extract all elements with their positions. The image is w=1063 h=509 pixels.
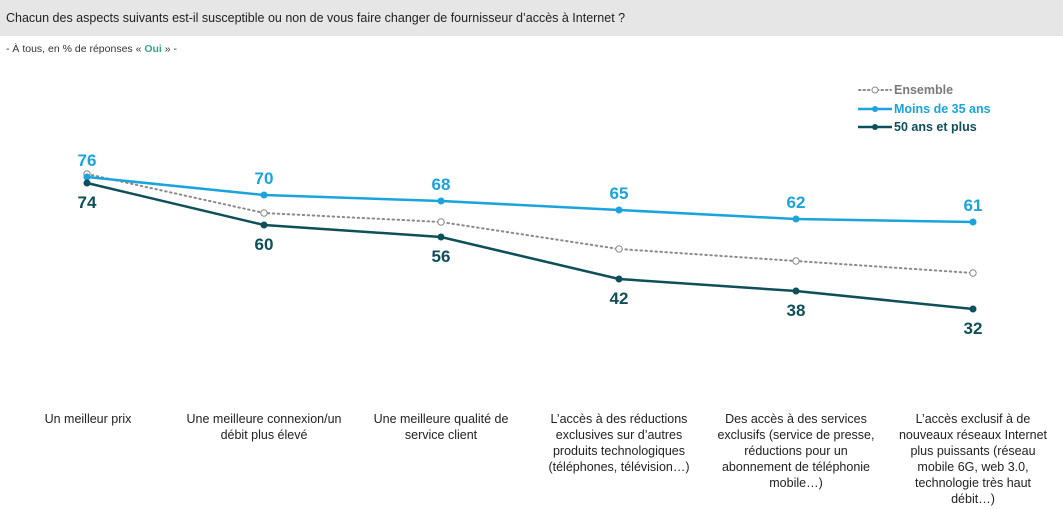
x-tick-label: Une meilleure qualité de service client — [353, 411, 529, 443]
x-tick-label-line: service client — [404, 428, 478, 442]
x-tick-label-line: (téléphones, télévision…) — [548, 460, 690, 474]
x-tick-label-line: débit plus élevé — [220, 428, 308, 442]
x-tick-label-line: abonnement de téléphonie — [721, 460, 871, 474]
data-label-plus50: 60 — [255, 235, 274, 254]
x-tick-label-line: L’accès à des réductions — [550, 412, 688, 426]
x-tick-label-line: Une meilleure connexion/un — [186, 412, 342, 426]
x-tick-label-line: nouveaux réseaux Internet — [898, 428, 1048, 442]
subtitle-highlight: Oui — [144, 43, 162, 55]
legend-swatch-ensemble — [858, 86, 892, 94]
data-point-ensemble — [260, 209, 268, 217]
subtitle-suffix: » - — [161, 43, 178, 55]
legend-item-ensemble: Ensemble — [858, 81, 991, 100]
data-label-moins35: 65 — [610, 184, 629, 203]
x-tick-label-line: mobile…) — [769, 476, 823, 490]
x-tick-label: L’accès exclusif à de nouveaux réseaux In… — [885, 411, 1061, 507]
data-label-moins35: 61 — [964, 196, 983, 215]
x-tick-label-line: plus puissants (réseau — [910, 444, 1036, 458]
data-point-plus50 — [969, 305, 977, 313]
chart-legend: Ensemble Moins de 35 ans 50 ans et plus — [858, 81, 991, 137]
chart-subtitle: - À tous, en % de réponses « Oui » - — [6, 43, 177, 55]
data-point-moins35 — [437, 197, 445, 205]
data-label-plus50: 74 — [78, 193, 97, 212]
data-point-plus50 — [437, 233, 445, 241]
data-point-moins35 — [969, 218, 977, 226]
series-line-ensemble — [86, 173, 974, 274]
legend-swatch-plus50 — [858, 124, 892, 131]
data-point-plus50 — [792, 287, 800, 295]
legend-label-ensemble: Ensemble — [894, 83, 954, 98]
x-tick-label: Une meilleure connexion/un débit plus éle… — [176, 411, 352, 443]
x-tick-label-line: exclusifs (service de presse, — [717, 428, 875, 442]
legend-swatch-moins35 — [858, 105, 892, 112]
data-point-ensemble — [615, 245, 623, 253]
data-point-ensemble — [969, 269, 977, 277]
x-tick-label-line: débit…) — [951, 492, 995, 506]
x-tick-label-line: produits technologiques — [552, 444, 686, 458]
chart-title: Chacun des aspects suivants est-il susce… — [6, 11, 626, 25]
x-tick-label-line: Un meilleur prix — [44, 412, 132, 426]
data-point-moins35 — [615, 206, 623, 214]
data-label-moins35: 70 — [255, 169, 274, 188]
x-tick-label-line: mobile 6G, web 3.0, — [917, 460, 1029, 474]
legend-item-moins35: Moins de 35 ans — [858, 100, 991, 119]
chart-header: Chacun des aspects suivants est-il susce… — [0, 0, 1063, 36]
x-tick-label-line: réductions pour un — [744, 444, 848, 458]
data-point-plus50 — [260, 221, 268, 229]
data-label-plus50: 42 — [610, 289, 629, 308]
series-line-moins35 — [86, 175, 974, 224]
data-point-ensemble — [437, 218, 445, 226]
legend-label-moins35: Moins de 35 ans — [894, 101, 991, 116]
data-label-moins35: 68 — [432, 175, 451, 194]
data-label-plus50: 38 — [787, 301, 806, 320]
subtitle-prefix: - À tous, en % de réponses « — [6, 43, 145, 55]
data-point-plus50 — [83, 179, 91, 187]
x-tick-label-line: Des accès à des services — [725, 412, 867, 426]
legend-item-plus50: 50 ans et plus — [858, 118, 991, 137]
x-tick-label: Des accès à des services exclusifs (servi… — [708, 411, 884, 491]
x-tick-label-line: exclusives sur d’autres — [555, 428, 683, 442]
x-tick-label-line: L’accès exclusif à de — [915, 412, 1031, 426]
data-label-plus50: 32 — [964, 319, 983, 338]
data-point-plus50 — [615, 275, 623, 283]
data-label-moins35: 62 — [787, 193, 806, 212]
legend-label-plus50: 50 ans et plus — [894, 120, 977, 135]
x-tick-label-line: Une meilleure qualité de — [373, 412, 509, 426]
data-label-moins35: 76 — [78, 151, 97, 170]
data-label-plus50: 56 — [432, 247, 451, 266]
data-point-moins35 — [792, 215, 800, 223]
x-tick-label-line: technologie très haut — [914, 476, 1032, 490]
data-point-ensemble — [792, 257, 800, 265]
data-point-moins35 — [260, 191, 268, 199]
data-point-moins35 — [83, 173, 91, 181]
series-line-plus50 — [86, 181, 974, 311]
x-tick-label: Un meilleur prix — [0, 411, 176, 427]
x-tick-label: L’accès à des réductions exclusives sur d… — [531, 411, 707, 475]
